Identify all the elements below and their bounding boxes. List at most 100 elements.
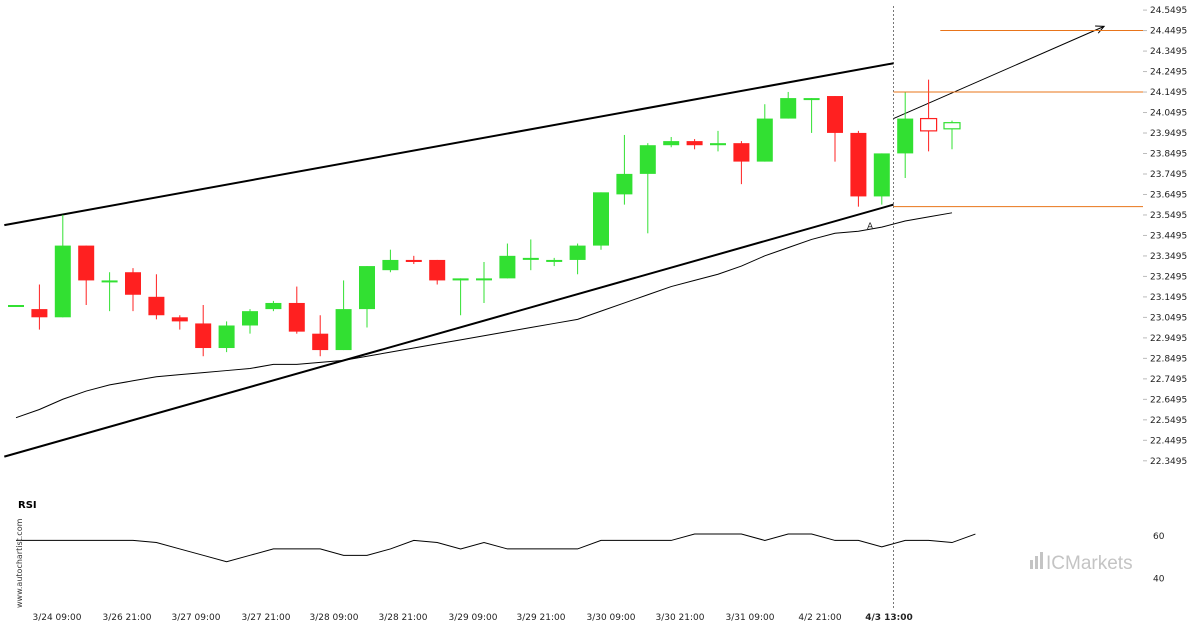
bullish-candle — [8, 305, 24, 308]
time-axis: 3/24 09:00 3/26 21:00 3/27 09:00 3/27 21:00… — [32, 6, 913, 623]
trendline-layer — [4, 25, 1106, 458]
price-tick-label: 23.9495 — [1150, 129, 1187, 139]
time-tick-label: 3/27 21:00 — [241, 613, 290, 623]
price-tick-label: 22.7495 — [1150, 375, 1187, 385]
time-tick-label: 3/29 09:00 — [448, 613, 497, 623]
bearish-candle — [171, 317, 188, 322]
bearish-candle — [827, 96, 843, 133]
time-tick-label: 3/30 21:00 — [655, 613, 704, 623]
time-tick-label: 4/3 13:00 — [865, 613, 913, 623]
price-tick-label: 24.0495 — [1150, 109, 1187, 119]
projection-arrow-line — [893, 25, 1105, 120]
brand-logo: ICMarkets — [1030, 552, 1133, 574]
price-tick-label: 23.8495 — [1150, 150, 1187, 160]
time-tick-label: 3/29 21:00 — [516, 613, 565, 623]
bullish-candle — [359, 266, 375, 310]
bearish-candle — [195, 323, 212, 349]
price-tick-label: 22.3495 — [1150, 457, 1187, 467]
bullish-candle — [663, 141, 680, 146]
bullish-candle — [756, 118, 773, 162]
bullish-candle — [780, 98, 797, 119]
bullish-candle — [335, 309, 352, 351]
time-tick-label: 3/28 21:00 — [378, 613, 427, 623]
price-tick-label: 23.5495 — [1150, 211, 1187, 221]
price-tick-label: 23.4495 — [1150, 231, 1187, 241]
price-tick-label: 22.6495 — [1150, 395, 1187, 405]
bullish-candle — [569, 245, 586, 260]
price-tick-label: 23.7495 — [1150, 170, 1187, 180]
rsi-line — [16, 533, 976, 563]
time-tick-label: 3/31 09:00 — [725, 613, 774, 623]
price-tick-label: 24.1495 — [1150, 88, 1187, 98]
bearish-candle — [312, 333, 329, 351]
bullish-candle — [499, 255, 516, 279]
bullish-candle — [218, 325, 235, 349]
bullish-candle — [54, 245, 71, 318]
resistance-trendline — [4, 62, 894, 227]
price-tick-label: 22.8495 — [1150, 354, 1187, 364]
bullish-candle — [897, 118, 914, 154]
rsi-panel: RSI 60 40 — [16, 500, 1165, 585]
price-axis: 24.5495 24.4495 24.3495 24.2495 24.1495 24.04… — [1150, 6, 1187, 467]
time-tick-label: 3/28 09:00 — [309, 613, 358, 623]
bullish-candle — [873, 153, 890, 197]
bar-chart-icon — [1030, 552, 1043, 569]
rsi-title: RSI — [18, 500, 37, 511]
time-tick-label: 4/2 21:00 — [798, 613, 842, 623]
price-tick-label: 23.3495 — [1150, 252, 1187, 262]
time-tick-label: 3/30 09:00 — [586, 613, 635, 623]
moving-average-line — [15, 212, 953, 419]
price-tick-label: 24.2495 — [1150, 68, 1187, 78]
bearish-candle — [148, 296, 165, 316]
bearish-candle — [919, 117, 938, 132]
bearish-candle — [429, 259, 446, 281]
time-tick-label: 3/26 21:00 — [102, 613, 151, 623]
price-tick-label: 22.4495 — [1150, 436, 1187, 446]
rsi-tick-label: 60 — [1153, 532, 1165, 542]
bullish-candle — [382, 259, 399, 271]
bearish-candle — [288, 302, 305, 332]
price-tick-label: 23.6495 — [1150, 190, 1187, 200]
bullish-candle — [546, 259, 563, 262]
bearish-candle — [78, 245, 95, 281]
bullish-candle — [593, 192, 609, 246]
bullish-candle — [943, 122, 961, 130]
support-trendline — [4, 203, 894, 458]
time-tick-label: 3/27 09:00 — [171, 613, 220, 623]
watermark-text: www.autochartist.com — [15, 518, 24, 608]
candlestick-layer — [8, 79, 961, 357]
price-tick-label: 23.0495 — [1150, 313, 1187, 323]
time-tick-label: 3/24 09:00 — [32, 613, 81, 623]
price-level-layer: A — [867, 29, 1143, 232]
bullish-candle — [639, 145, 656, 174]
price-tick-label: 24.4495 — [1150, 27, 1187, 37]
bearish-candle — [733, 143, 750, 162]
rsi-tick-label: 40 — [1153, 575, 1165, 585]
price-grid — [1143, 9, 1147, 462]
bullish-candle — [242, 311, 258, 326]
price-tick-label: 23.2495 — [1150, 272, 1187, 282]
bullish-candle — [522, 257, 539, 260]
bearish-candle — [31, 309, 48, 318]
bullish-candle — [101, 280, 118, 283]
bearish-candle — [405, 259, 422, 262]
bullish-candle — [710, 143, 726, 146]
price-tick-label: 22.5495 — [1150, 416, 1187, 426]
price-tick-label: 23.1495 — [1150, 293, 1187, 303]
bullish-candle — [265, 302, 282, 310]
price-tick-label: 24.3495 — [1150, 47, 1187, 57]
bearish-candle — [850, 132, 867, 197]
moving-average-layer — [15, 212, 953, 419]
price-tick-label: 22.9495 — [1150, 334, 1187, 344]
bullish-candle — [452, 278, 469, 281]
pattern-marker: A — [867, 222, 874, 232]
brand-name: ICMarkets — [1046, 553, 1133, 574]
bullish-candle — [616, 173, 633, 195]
price-tick-label: 24.5495 — [1150, 6, 1187, 16]
bearish-candle — [686, 141, 703, 146]
bullish-candle — [476, 278, 492, 281]
bearish-candle — [125, 272, 141, 295]
watermark: www.autochartist.com — [15, 518, 24, 608]
bullish-candle — [803, 98, 820, 101]
